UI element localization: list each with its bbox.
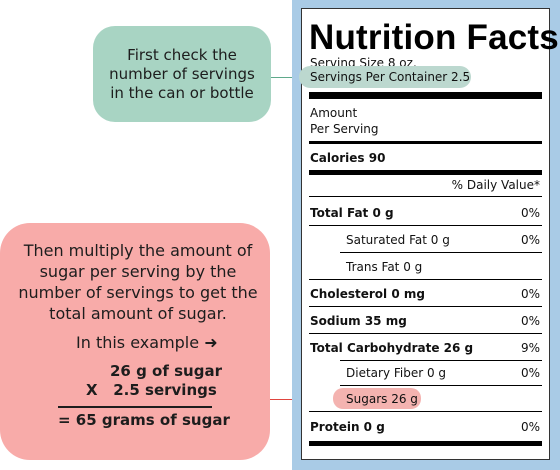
amount-per-serving-line1: Amount xyxy=(310,106,358,120)
thick-rule-top xyxy=(309,92,542,99)
row-total-carbohydrate: Total Carbohydrate 26 g xyxy=(310,341,474,355)
rule-daily-value xyxy=(309,196,542,197)
row-cholesterol: Cholesterol 0 mg xyxy=(310,287,425,301)
thick-rule-bottom xyxy=(309,441,542,446)
row-divider xyxy=(340,360,542,361)
daily-value-header: % Daily Value* xyxy=(451,178,540,192)
row-divider xyxy=(309,333,542,334)
example-label-text: In this example xyxy=(76,333,200,352)
row-cholesterol-value: 0% xyxy=(520,287,540,301)
amount-per-serving-line2: Per Serving xyxy=(310,122,379,136)
row-dietary-fiber: Dietary Fiber 0 g xyxy=(346,366,447,380)
calc-divider xyxy=(58,406,212,408)
sugar-callout xyxy=(0,223,270,460)
row-dietary-fiber-value: 0% xyxy=(520,366,540,380)
rule-before-calories xyxy=(309,141,542,144)
sugars-highlight xyxy=(333,388,421,409)
thick-rule-calories xyxy=(309,170,542,175)
servings-per-container: Servings Per Container 2.5 xyxy=(310,70,471,84)
row-protein: Protein 0 g xyxy=(310,420,385,434)
row-total-carbohydrate-value: 9% xyxy=(520,341,540,355)
row-sugars: Sugars 26 g xyxy=(346,392,418,406)
row-sodium-value: 0% xyxy=(520,314,540,328)
calories: Calories 90 xyxy=(310,151,386,165)
nutrition-facts-title: Nutrition Facts xyxy=(309,18,559,57)
arrow-right-icon: ➜ xyxy=(204,333,218,352)
row-saturated-fat-value: 0% xyxy=(520,233,540,247)
servings-connector xyxy=(271,77,301,78)
row-divider xyxy=(340,252,542,253)
row-divider xyxy=(309,306,542,307)
row-divider xyxy=(309,411,542,412)
row-divider xyxy=(309,279,542,280)
row-saturated-fat: Saturated Fat 0 g xyxy=(346,233,450,247)
example-label: In this example ➜ xyxy=(76,333,218,353)
row-divider xyxy=(340,385,542,386)
sugar-callout-text: Then multiply the amount of sugar per se… xyxy=(18,241,258,323)
calc-line-sugar: 26 g of sugar xyxy=(110,362,222,380)
row-protein-value: 0% xyxy=(520,420,540,434)
row-total-fat-value: 0% xyxy=(520,206,540,220)
servings-highlight xyxy=(299,66,471,88)
row-sodium: Sodium 35 mg xyxy=(310,314,407,328)
servings-callout: First check the number of servings in th… xyxy=(93,26,271,122)
row-trans-fat: Trans Fat 0 g xyxy=(346,260,423,274)
servings-callout-text: First check the number of servings in th… xyxy=(109,45,255,102)
row-total-fat: Total Fat 0 g xyxy=(310,206,394,220)
calc-result: = 65 grams of sugar xyxy=(58,411,230,429)
row-divider xyxy=(309,225,542,226)
calc-line-servings: X 2.5 servings xyxy=(86,381,217,399)
